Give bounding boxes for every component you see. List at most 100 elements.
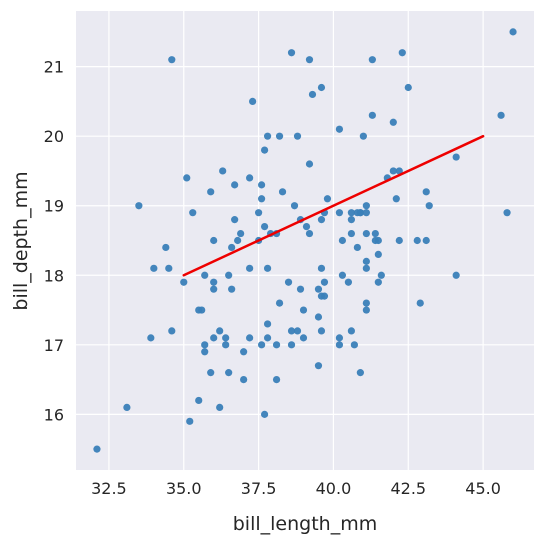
data-point: [255, 209, 263, 217]
data-point: [222, 334, 230, 342]
y-tick-label: 16: [44, 405, 64, 424]
data-point: [231, 216, 239, 224]
x-tick-label: 40.0: [316, 479, 352, 498]
data-point: [93, 445, 101, 453]
data-point: [186, 417, 194, 425]
data-point: [246, 334, 254, 342]
data-point: [272, 341, 281, 349]
data-point: [356, 369, 364, 377]
data-point: [201, 271, 209, 279]
data-point: [180, 278, 188, 286]
data-point: [210, 334, 218, 342]
data-point: [344, 278, 353, 286]
data-point: [293, 327, 302, 335]
data-point: [335, 125, 344, 133]
tick-labels: 32.5 35.0 37.5 40.0 42.5 45.0 16 17 18 19 20 21: [44, 58, 501, 498]
data-point: [305, 229, 314, 238]
data-point: [353, 243, 361, 252]
data-point: [308, 90, 317, 99]
data-point: [263, 320, 272, 328]
data-point: [225, 271, 233, 279]
data-point: [135, 202, 143, 210]
data-point: [225, 369, 233, 377]
data-point: [207, 188, 215, 196]
data-point: [413, 236, 421, 245]
data-point: [168, 327, 176, 335]
data-point: [362, 299, 370, 307]
plot-area: [76, 11, 534, 470]
data-point: [368, 56, 376, 64]
data-point: [317, 216, 326, 224]
x-tick-label: 35.0: [166, 479, 202, 498]
data-point: [237, 229, 245, 238]
x-tick-label: 32.5: [91, 479, 127, 498]
scatter-points: [93, 28, 517, 453]
data-point: [183, 174, 191, 182]
data-point: [246, 174, 254, 182]
data-point: [189, 209, 197, 217]
data-point: [362, 229, 370, 238]
data-point: [347, 216, 355, 224]
data-point: [287, 341, 296, 349]
data-point: [317, 264, 326, 272]
data-point: [392, 195, 400, 203]
data-point: [296, 285, 305, 293]
data-point: [234, 236, 242, 245]
data-point: [198, 306, 206, 314]
data-point: [320, 292, 329, 300]
data-point: [374, 236, 382, 245]
data-point: [404, 83, 412, 92]
data-point: [228, 285, 236, 293]
data-point: [201, 341, 209, 349]
data-point: [395, 236, 403, 245]
data-point: [275, 132, 284, 140]
data-point: [323, 195, 332, 203]
data-point: [284, 278, 293, 286]
data-point: [425, 202, 433, 210]
data-point: [201, 348, 209, 356]
data-point: [287, 49, 296, 57]
data-point: [371, 229, 379, 238]
data-point: [347, 209, 355, 217]
data-point: [374, 278, 382, 286]
data-point: [260, 146, 269, 154]
data-point: [293, 132, 302, 140]
data-point: [347, 327, 355, 335]
data-point: [216, 327, 224, 335]
data-point: [395, 167, 403, 175]
data-point: [260, 222, 269, 231]
data-point: [299, 334, 308, 342]
regression-line-layer: [182, 134, 485, 277]
data-point: [263, 334, 272, 342]
data-point: [207, 369, 215, 377]
grid-lines: [76, 11, 534, 470]
data-point: [222, 341, 230, 349]
data-point: [362, 306, 370, 314]
data-point: [162, 243, 170, 252]
data-point: [290, 202, 299, 210]
y-tick-label: 17: [44, 336, 64, 355]
data-point: [263, 132, 272, 140]
y-tick-label: 18: [44, 266, 64, 285]
data-point: [374, 250, 382, 259]
data-point: [165, 264, 173, 272]
data-point: [338, 236, 347, 245]
data-point: [389, 118, 397, 126]
y-tick-label: 19: [44, 197, 64, 216]
data-point: [422, 236, 430, 245]
data-point: [216, 403, 224, 412]
data-point: [228, 243, 236, 252]
x-tick-label: 42.5: [390, 479, 426, 498]
regression-line: [182, 134, 485, 277]
data-point: [278, 188, 287, 196]
data-point: [195, 396, 203, 405]
data-point: [263, 264, 272, 272]
data-point: [305, 160, 314, 168]
data-point: [317, 327, 326, 335]
y-tick-label: 20: [44, 127, 64, 146]
data-point: [356, 209, 364, 217]
data-point: [210, 278, 218, 286]
data-point: [287, 327, 296, 335]
data-point: [210, 285, 218, 293]
data-point: [377, 271, 385, 279]
